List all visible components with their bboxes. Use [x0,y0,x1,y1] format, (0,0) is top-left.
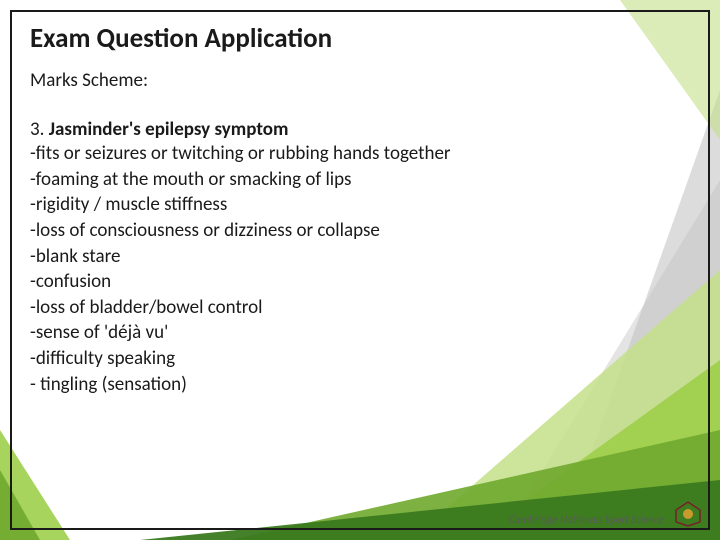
list-item: -rigidity / muscle stiffness [30,192,690,218]
question-number: 3. [30,118,44,141]
question-heading: 3. Jasminder's epilepsy symptom [30,118,690,141]
footer-logo-icon [672,500,704,528]
slide-title: Exam Question Application [30,22,690,55]
list-item: -fits or seizures or twitching or rubbin… [30,141,690,167]
symptom-list: -fits or seizures or twitching or rubbin… [30,141,690,397]
list-item: -loss of bladder/bowel control [30,295,690,321]
marks-scheme-label: Marks Scheme: [30,69,690,92]
slide-content: Exam Question Application Marks Scheme: … [0,0,720,417]
list-item: -sense of 'déjà vu' [30,320,690,346]
list-item: -blank stare [30,244,690,270]
list-item: -confusion [30,269,690,295]
question-title: Jasminder's epilepsy symptom [49,118,289,141]
list-item: - tingling (sensation) [30,372,690,398]
footer-label: Cambridge Nationals Sport Science [509,513,664,526]
list-item: -loss of consciousness or dizziness or c… [30,218,690,244]
list-item: -difficulty speaking [30,346,690,372]
list-item: -foaming at the mouth or smacking of lip… [30,167,690,193]
